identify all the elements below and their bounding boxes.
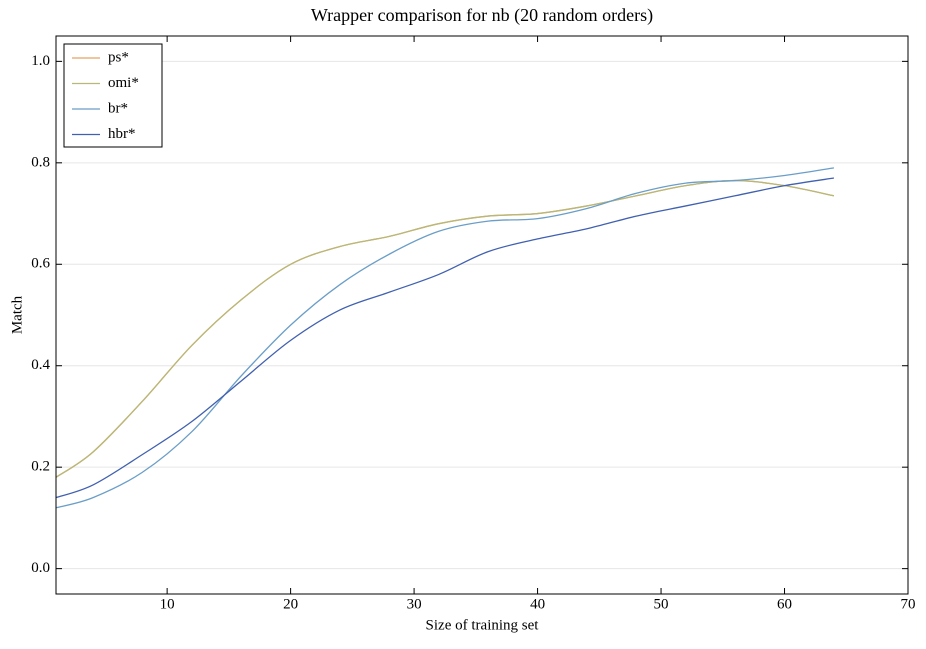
y-tick-label: 0.0 [31, 560, 50, 576]
legend-label: br* [108, 100, 128, 116]
y-tick-label: 0.8 [31, 154, 50, 170]
y-tick-label: 0.2 [31, 459, 50, 475]
y-tick-label: 0.6 [31, 256, 50, 272]
x-tick-label: 50 [654, 596, 669, 612]
plot-frame [55, 35, 909, 595]
y-axis-label: Match [9, 295, 25, 334]
x-tick-label: 60 [777, 596, 792, 612]
x-tick-label: 40 [530, 596, 545, 612]
chart-title: Wrapper comparison for nb (20 random ord… [311, 5, 653, 26]
legend-frame [63, 43, 163, 148]
legend-label: ps* [108, 49, 129, 65]
series-line [55, 179, 835, 478]
series-line [55, 167, 835, 509]
y-tick-label: 0.4 [31, 357, 50, 373]
x-axis-label: Size of training set [426, 617, 540, 633]
y-tick-label: 1.0 [31, 53, 50, 69]
x-tick-label: 20 [283, 596, 298, 612]
x-tick-label: 70 [901, 596, 916, 612]
legend: ps* omi* br* hbr* [63, 43, 163, 148]
x-tick-label: 30 [407, 596, 422, 612]
series-line [55, 179, 835, 478]
x-tick-label: 10 [160, 596, 175, 612]
series-line [55, 177, 835, 499]
legend-label: omi* [108, 75, 139, 91]
legend-label: hbr* [108, 126, 136, 142]
